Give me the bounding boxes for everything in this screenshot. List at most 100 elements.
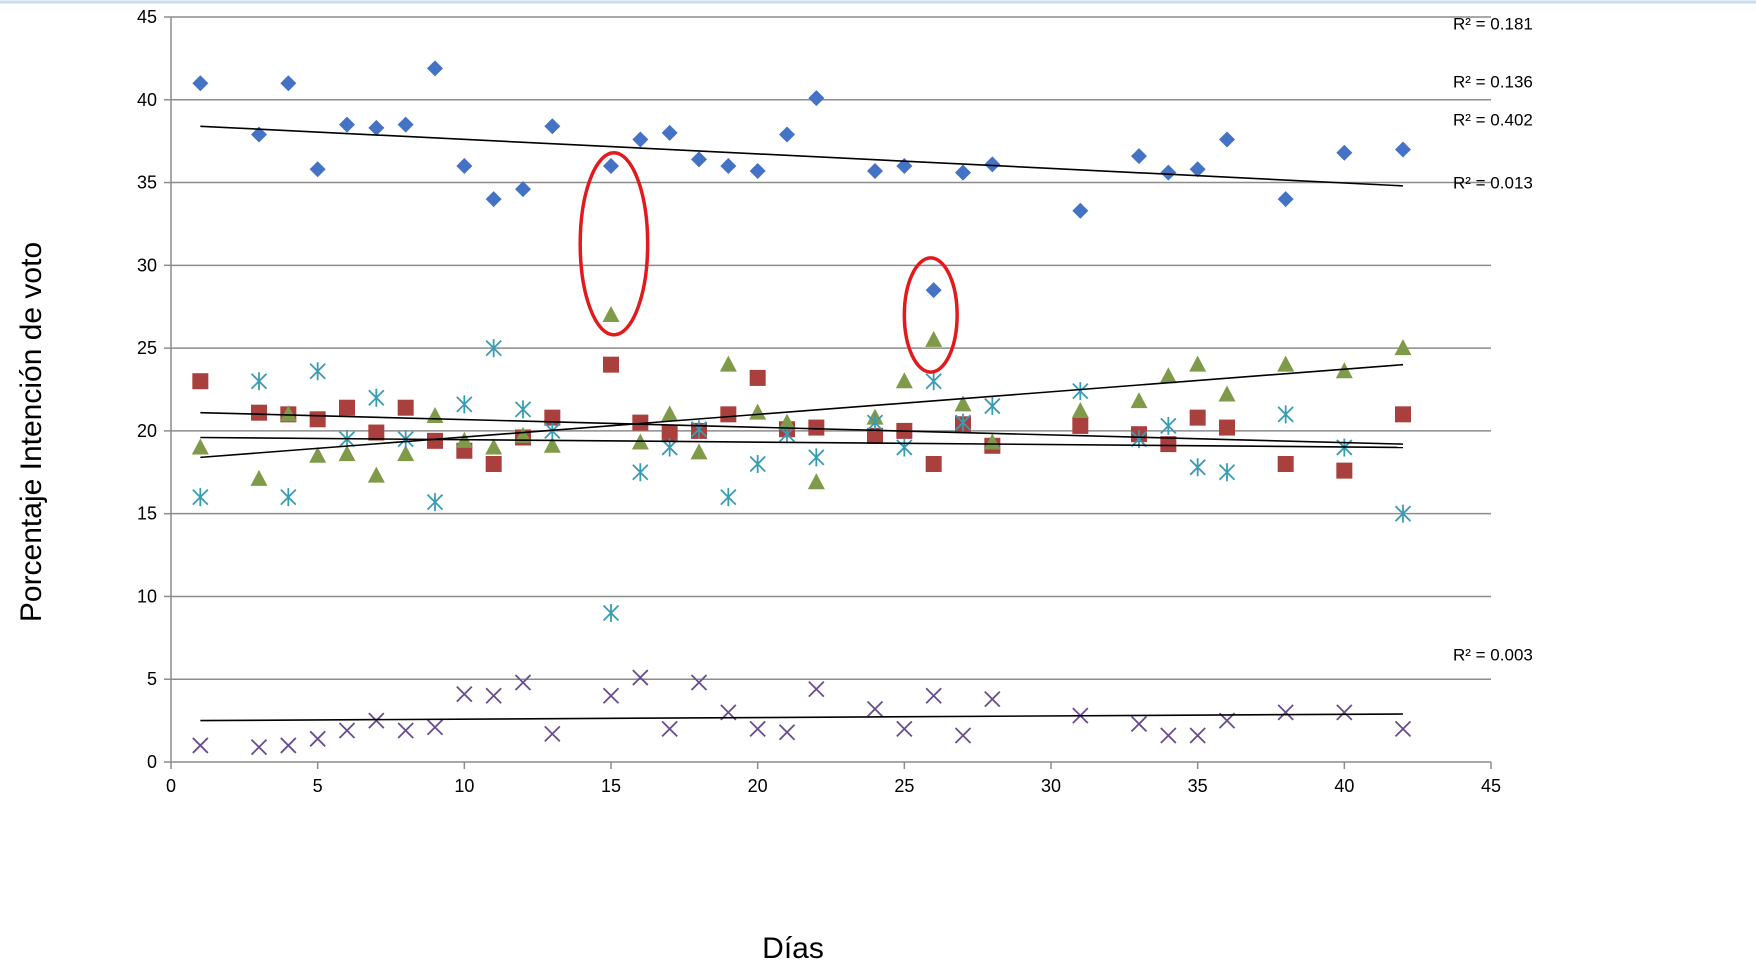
square-point	[749, 369, 766, 386]
y-tick-label: 10	[137, 586, 157, 606]
diamond-point	[1072, 202, 1089, 219]
r2-label: R² = 0.402	[1453, 111, 1533, 130]
diamond-point	[632, 131, 649, 148]
square-point	[925, 456, 942, 472]
square-point	[1277, 456, 1294, 472]
triangle-point	[954, 395, 972, 412]
x-tick-label: 30	[1041, 776, 1061, 796]
x-point	[397, 722, 414, 739]
star-point	[602, 604, 620, 622]
square-point	[867, 427, 883, 444]
triangle-point	[925, 330, 943, 347]
square-point	[720, 406, 737, 423]
diamond-point	[720, 158, 737, 174]
diamond-point	[544, 118, 561, 135]
star-point	[1189, 458, 1206, 477]
y-tick-label: 40	[137, 90, 157, 110]
star-point	[808, 448, 825, 467]
y-tick-label: 0	[147, 752, 157, 772]
r2-label: R² = 0.003	[1453, 645, 1533, 664]
trendline	[200, 411, 1404, 445]
y-tick-label: 5	[147, 669, 157, 689]
x-tick-labels: 0 5 10 15 20 25 30 35 40 45	[166, 776, 1501, 796]
x-tick-label: 40	[1334, 776, 1354, 796]
square-point	[661, 424, 678, 441]
star-point	[984, 397, 1001, 416]
triangle-point	[514, 426, 532, 443]
diamond-point	[867, 162, 883, 179]
y-tick-label: 35	[137, 173, 157, 193]
x-point	[866, 700, 884, 718]
diamond-point	[925, 282, 942, 299]
star-point	[368, 388, 385, 407]
square-point	[339, 399, 355, 416]
r2-label: R² = 0.181	[1453, 15, 1533, 34]
square-point	[1336, 462, 1353, 479]
star-point	[456, 395, 473, 414]
square-point	[397, 399, 414, 416]
triangle-point	[749, 403, 767, 420]
square-point	[192, 373, 209, 390]
diamond-point	[1189, 161, 1206, 178]
trendline	[200, 436, 1404, 449]
square-point	[485, 456, 502, 472]
triangle-point	[719, 355, 737, 372]
triangle-point	[191, 438, 209, 455]
triangle-point	[1218, 385, 1236, 402]
x-point	[1189, 727, 1206, 744]
diamond-point	[280, 75, 297, 92]
diamond-point	[955, 164, 971, 181]
y-tick-label: 20	[137, 421, 157, 441]
triangle-point	[778, 413, 796, 430]
diamond-point	[1395, 141, 1411, 158]
x-point	[1130, 715, 1148, 733]
star-point	[426, 493, 444, 512]
x-point	[1394, 720, 1412, 738]
diamond-point	[984, 156, 1001, 173]
star-point	[485, 339, 502, 358]
square-point	[427, 432, 443, 449]
triangle-point	[1159, 367, 1177, 384]
diamond-point	[779, 126, 795, 143]
triangle-point	[485, 438, 503, 455]
diamond-point	[1131, 148, 1147, 165]
square-point	[1189, 409, 1206, 426]
star-point	[1160, 416, 1177, 435]
square-point	[368, 424, 385, 441]
gridlines	[171, 16, 1491, 680]
square-point	[603, 356, 619, 373]
x-point	[925, 687, 942, 704]
x-tick-label: 45	[1481, 776, 1501, 796]
triangle-point	[690, 443, 708, 460]
x-point	[426, 719, 444, 736]
x-tick-label: 25	[894, 776, 914, 796]
x-tick-label: 10	[454, 776, 474, 796]
diamond-point	[515, 181, 531, 198]
triangle-point	[426, 406, 444, 423]
x-tick-label: 5	[313, 776, 323, 796]
x-point	[1336, 704, 1353, 721]
highlight-ellipse	[902, 256, 959, 374]
x-point	[544, 725, 561, 742]
square-point	[309, 411, 326, 428]
y-tick-label: 30	[137, 255, 157, 275]
star-point	[309, 362, 326, 381]
x-point	[338, 722, 356, 739]
x-point	[485, 687, 502, 704]
star-point	[690, 420, 708, 439]
x-point	[808, 681, 825, 698]
diamond-point	[603, 158, 619, 174]
star-point	[896, 438, 913, 457]
star-point	[514, 400, 532, 419]
diamond-point	[1219, 131, 1235, 148]
x-tick-label: 20	[748, 776, 768, 796]
triangle-point	[602, 306, 620, 322]
x-point	[690, 674, 708, 691]
star-point	[192, 488, 209, 507]
triangle-point	[279, 405, 297, 422]
star-point	[280, 488, 297, 507]
diamond-point	[1336, 144, 1353, 161]
diamond-point	[339, 116, 355, 133]
star-point	[720, 488, 737, 507]
r2-labels: R² = 0.181 R² = 0.136 R² = 0.402 R² = 0.013…	[1453, 15, 1533, 665]
